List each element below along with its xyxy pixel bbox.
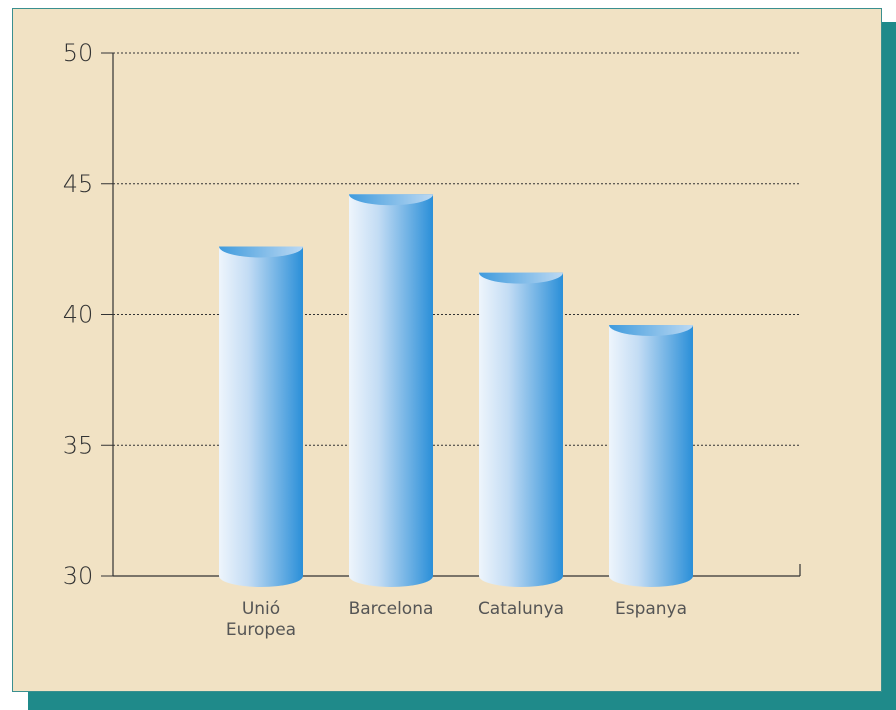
bar-body-0 (219, 246, 303, 587)
bar-0 (219, 246, 303, 587)
grid-lines (113, 52, 800, 446)
x-tick-label-line: Catalunya (478, 599, 564, 619)
bar-3 (609, 324, 693, 587)
y-tick-label-40: 40 (63, 301, 94, 329)
x-tick-label-3: Espanya (615, 599, 687, 619)
bar-cap-1 (349, 194, 433, 206)
bar-2 (479, 272, 563, 587)
x-tick-label-line: Espanya (615, 599, 687, 619)
bar-cap-3 (609, 324, 693, 336)
bars (219, 194, 693, 587)
x-tick-label-line: Europea (226, 620, 296, 640)
bar-body-1 (349, 194, 433, 587)
bar-body-3 (609, 324, 693, 587)
y-tick-label-30: 30 (63, 562, 94, 590)
bar-cap-0 (219, 246, 303, 258)
y-tick-label-35: 35 (63, 431, 94, 459)
x-tick-label-0: Unió Europea (226, 599, 296, 640)
x-tick-label-2: Catalunya (478, 599, 564, 619)
chart-panel (12, 8, 882, 692)
y-tick-label-50: 50 (63, 39, 94, 67)
bar-body-2 (479, 272, 563, 587)
x-tick-label-line: Barcelona (349, 599, 434, 619)
y-tick-label-45: 45 (63, 170, 94, 198)
x-tick-label-1: Barcelona (349, 599, 434, 619)
bar-1 (349, 194, 433, 587)
labels: 30 35 40 45 50 Unió Europea Barcelona Catalunya E… (63, 39, 687, 640)
x-tick-label-line: Unió (242, 599, 280, 619)
bar-cap-2 (479, 272, 563, 284)
